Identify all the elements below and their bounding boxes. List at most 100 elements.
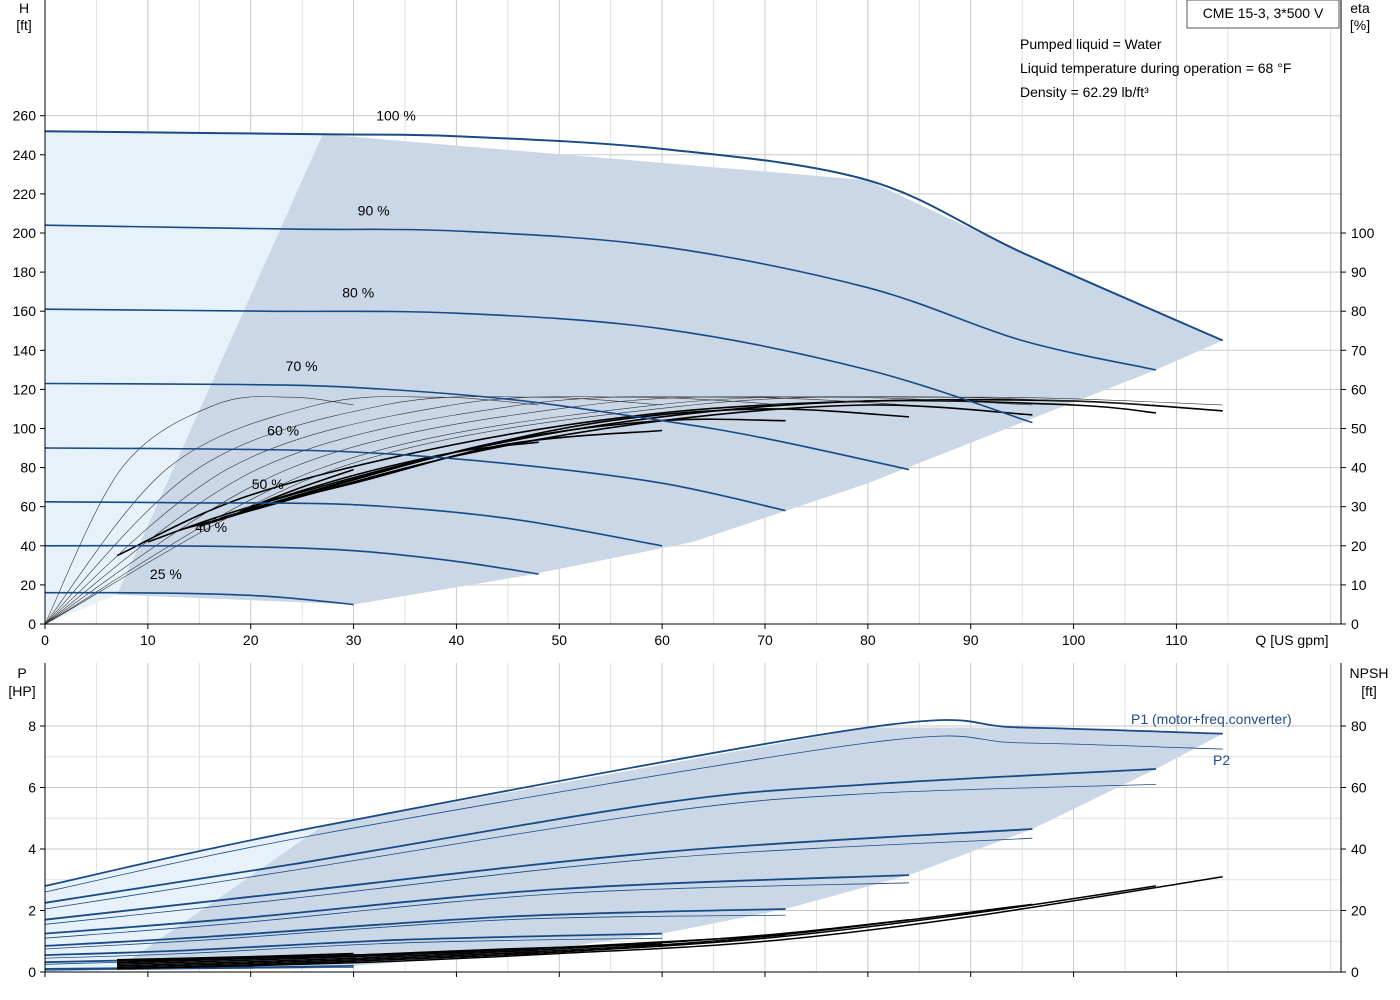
head-curve	[44, 447, 786, 512]
h-tick-label: 20	[20, 577, 36, 593]
p1-curve	[44, 719, 1223, 887]
eta-curve	[250, 441, 539, 508]
eta-tick-label: 80	[1351, 303, 1367, 319]
head-curve-label: 40 %	[195, 519, 227, 535]
npsh-curve	[116, 952, 354, 961]
q-axis-title: Q [US gpm]	[1255, 632, 1328, 648]
low-flow-area	[45, 131, 323, 624]
eta-thin-curve	[44, 396, 539, 625]
h-tick-label: 60	[20, 499, 36, 515]
p-tick-label: 2	[28, 903, 36, 919]
h-tick-label: 40	[20, 538, 36, 554]
h-tick-label: 240	[13, 147, 37, 163]
p-axis-unit: [HP]	[8, 683, 35, 699]
npsh-tick-label: 80	[1351, 718, 1367, 734]
h-tick-label: 80	[20, 460, 36, 476]
eta-thin-curve	[44, 396, 786, 625]
p-axis-title: P	[17, 665, 26, 681]
head-curve-label: 70 %	[286, 358, 318, 374]
p1-legend-label: P1 (motor+freq.converter)	[1131, 711, 1292, 727]
bottom-chart-areas	[45, 727, 1223, 972]
q-tick-label: 70	[757, 632, 773, 648]
eta-tick-label: 50	[1351, 421, 1367, 437]
eta-tick-label: 40	[1351, 460, 1367, 476]
npsh-tick-label: 60	[1351, 780, 1367, 796]
p-tick-label: 8	[28, 718, 36, 734]
eta-tick-label: 0	[1351, 616, 1359, 632]
p2-curve	[44, 882, 910, 939]
h-tick-label: 120	[13, 381, 37, 397]
p2-curve	[44, 967, 354, 971]
h-tick-label: 100	[13, 421, 37, 437]
p2-legend-label: P2	[1213, 752, 1230, 768]
head-curve-label: 25 %	[150, 566, 182, 582]
p1-curve	[44, 965, 354, 970]
eta-tick-label: 90	[1351, 264, 1367, 280]
eta-curve	[260, 468, 354, 504]
npsh-tick-label: 20	[1351, 903, 1367, 919]
head-curve	[44, 130, 1224, 342]
p1-curve	[44, 932, 663, 956]
p1-curve	[44, 768, 1156, 904]
h-tick-label: 180	[13, 264, 37, 280]
p2-curve	[44, 914, 786, 950]
p2-curve	[44, 937, 663, 959]
npsh-curve	[116, 918, 910, 967]
power-operating-area	[117, 727, 1223, 969]
head-curve-label: 50 %	[252, 476, 284, 492]
eta-tick-label: 30	[1351, 499, 1367, 515]
q-tick-label: 110	[1165, 632, 1188, 648]
npsh-axis-title: NPSH	[1350, 665, 1389, 681]
head-curve-label: 90 %	[358, 202, 390, 218]
eta-tick-label: 20	[1351, 538, 1367, 554]
eta-tick-label: 70	[1351, 342, 1367, 358]
head-curve	[44, 382, 910, 471]
low-flow-power-area	[45, 825, 323, 972]
npsh-curve	[116, 885, 1157, 970]
head-curves: 100 % 90 % 80 % 70 % 60 % 50 % 40 % 25 %	[44, 108, 1224, 606]
npsh-curves	[116, 875, 1223, 970]
npsh-tick-label: 40	[1351, 841, 1367, 857]
q-tick-label: 10	[140, 632, 156, 648]
head-curve-label: 60 %	[267, 422, 299, 438]
npsh-curve	[116, 875, 1223, 970]
q-tick-label: 20	[243, 632, 259, 648]
h-axis-title: H	[19, 0, 29, 16]
eta-tick-label: 10	[1351, 577, 1367, 593]
p1-curve	[44, 874, 910, 935]
p-tick-label: 0	[28, 964, 36, 980]
model-label: CME 15-3, 3*500 V	[1203, 5, 1324, 21]
eta-axis-title: eta	[1350, 0, 1370, 16]
eta-axis-unit: [%]	[1350, 17, 1370, 33]
eta-thin-curve	[44, 396, 910, 625]
h-tick-label: 260	[13, 108, 37, 124]
q-tick-label: 80	[860, 632, 876, 648]
eta-thin-curve	[44, 396, 663, 625]
eta-thin-curve	[44, 396, 1156, 625]
density-label: Density = 62.29 lb/ft³	[1020, 84, 1149, 100]
top-chart-axes: 0204060801001201401601802002202402600102…	[13, 0, 1375, 648]
p2-curve	[44, 735, 1223, 893]
npsh-axis-unit: [ft]	[1361, 683, 1377, 699]
p-tick-label: 4	[28, 841, 36, 857]
p1-curve	[44, 908, 786, 947]
q-tick-label: 30	[346, 632, 362, 648]
model-box	[1186, 0, 1340, 29]
top-chart-areas	[45, 131, 1223, 624]
npsh-curve	[116, 948, 539, 962]
head-curve	[44, 308, 1033, 424]
power-curves	[44, 719, 1223, 971]
head-curve	[44, 544, 539, 575]
eta-tick-label: 100	[1351, 225, 1375, 241]
operating-area	[117, 134, 1223, 605]
h-tick-label: 220	[13, 186, 37, 202]
eta-thin-curve	[44, 396, 1223, 625]
p-tick-label: 6	[28, 780, 36, 796]
eta-curve	[240, 429, 663, 512]
q-tick-label: 90	[963, 632, 979, 648]
eta-tick-label: 60	[1351, 381, 1367, 397]
h-tick-label: 0	[28, 616, 36, 632]
head-curve	[44, 224, 1157, 371]
eta-curve	[219, 418, 786, 520]
